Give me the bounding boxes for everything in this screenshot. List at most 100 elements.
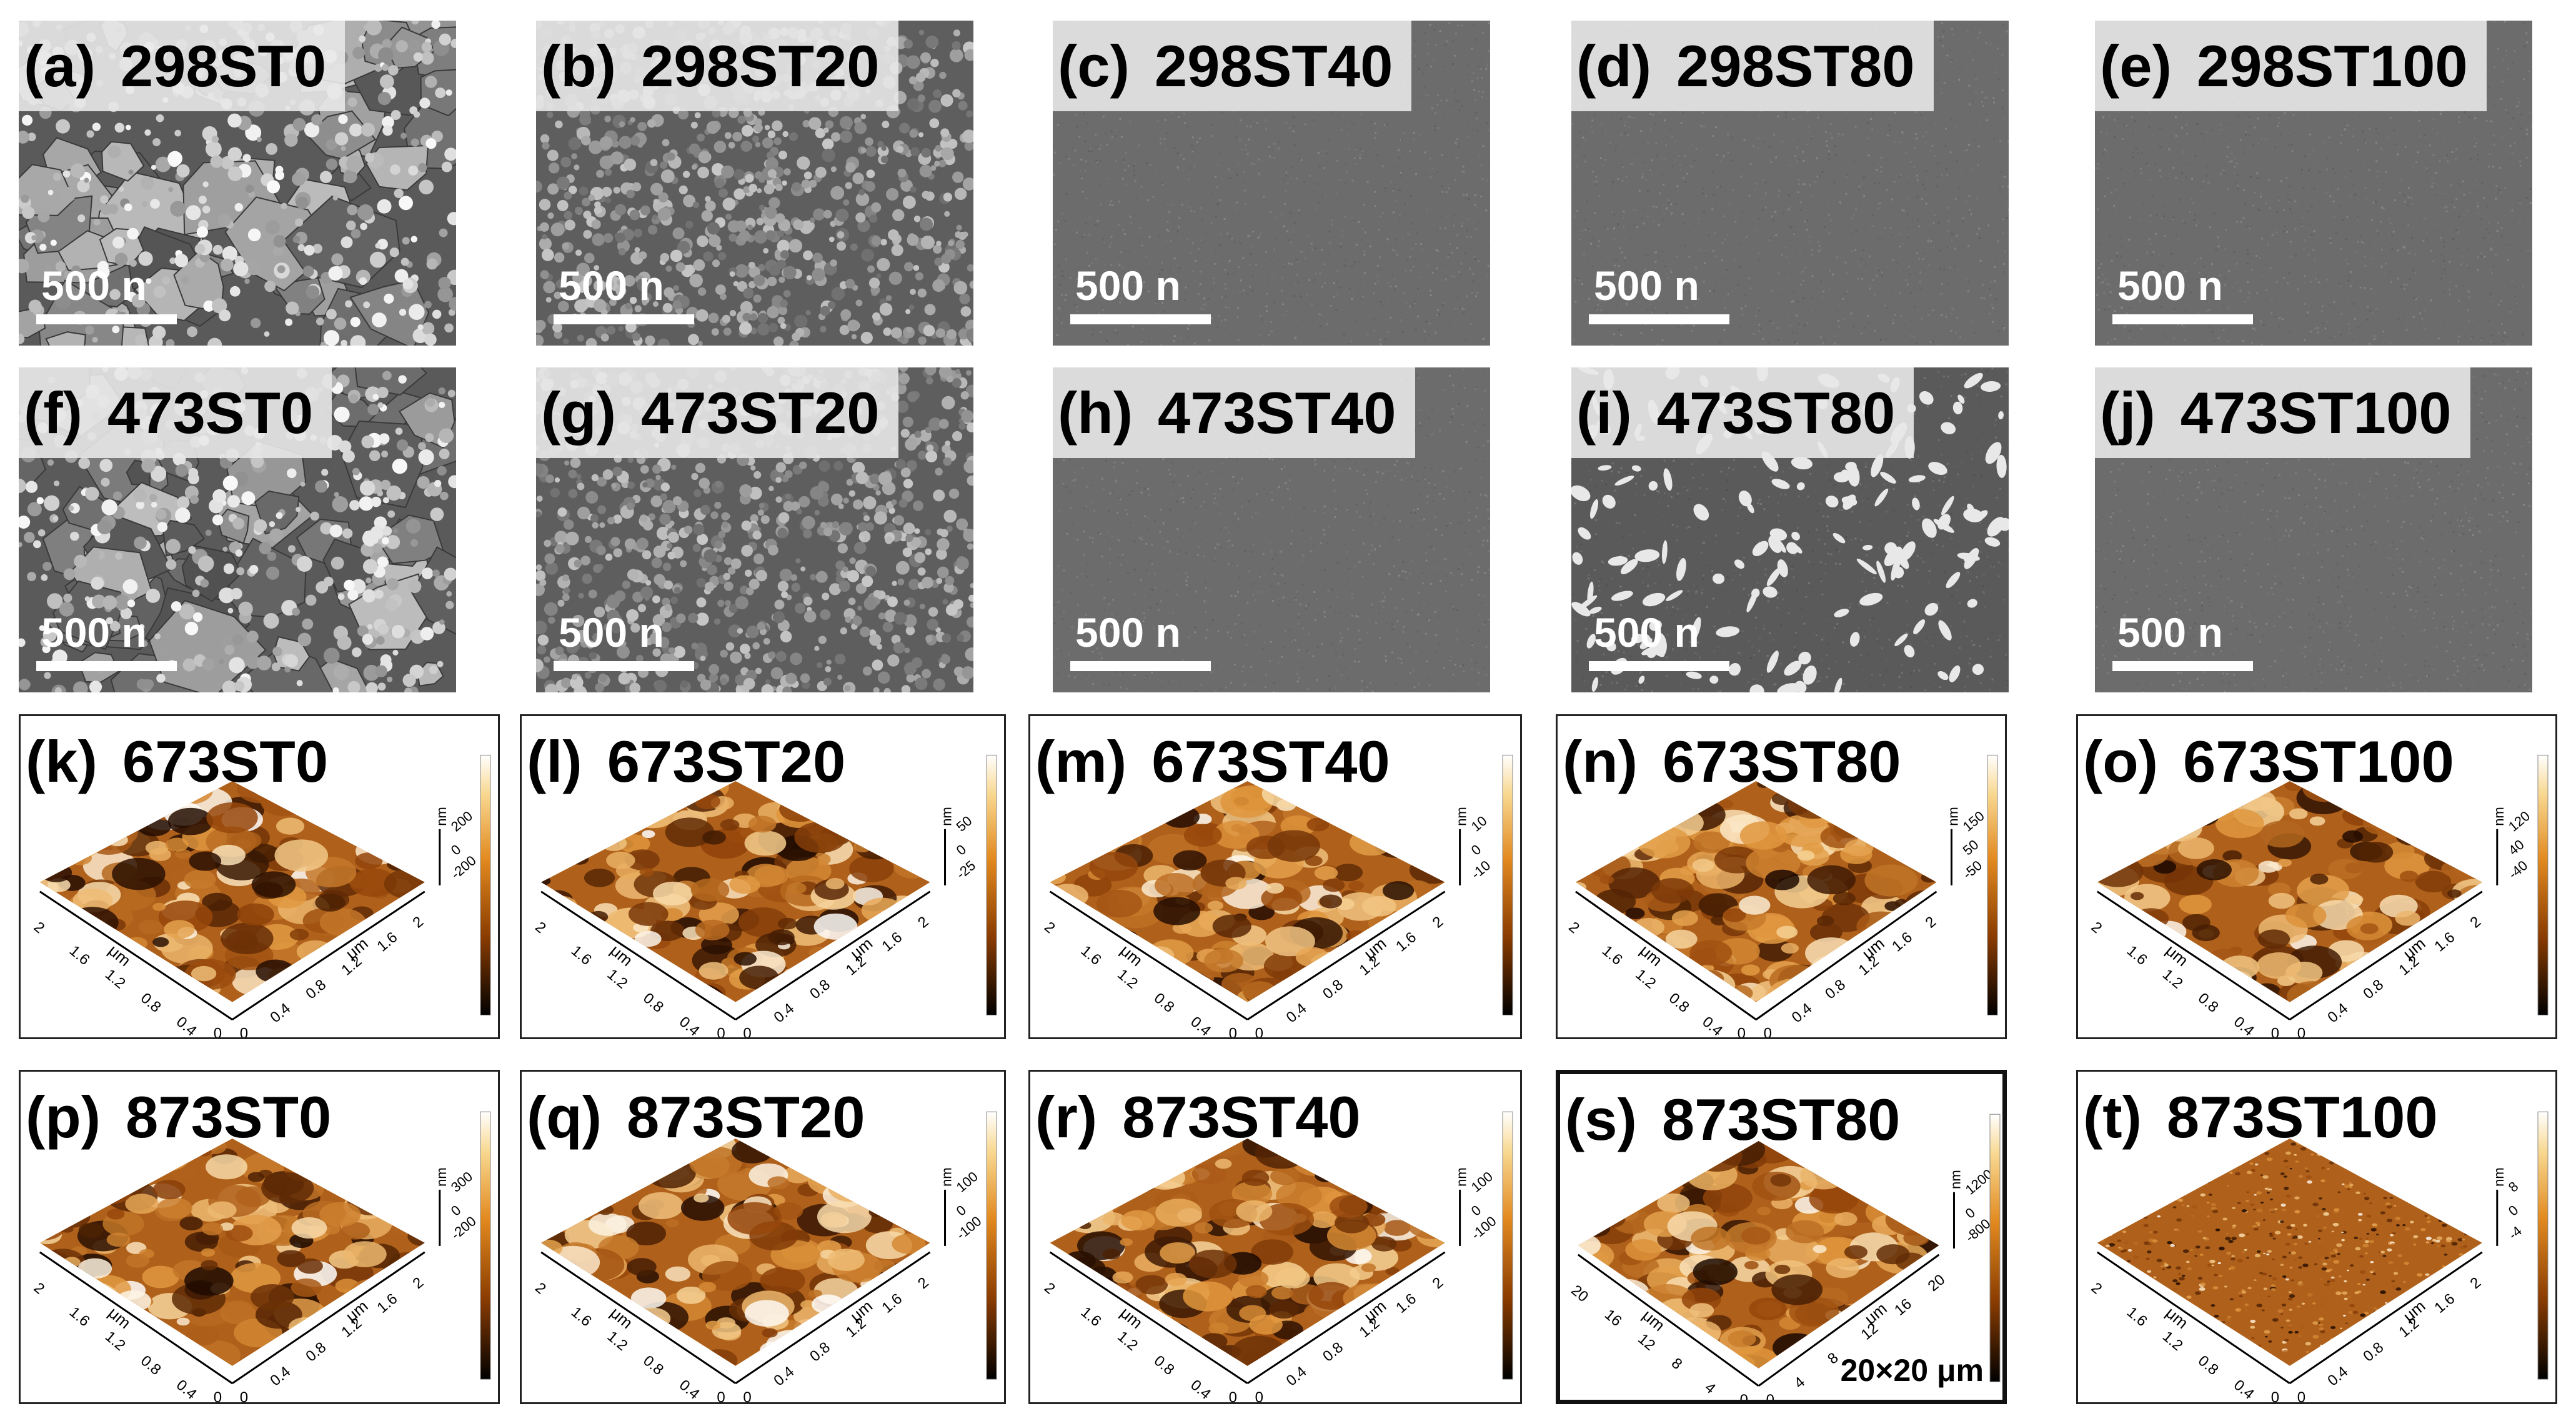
axis-line [2289, 890, 2483, 1020]
axis-tick-label: 1.6 [1889, 929, 1916, 955]
z-axis-unit: nm [434, 1167, 449, 1187]
color-scale-bar [2537, 754, 2549, 1015]
panel-label: (l) 673ST20 [522, 716, 864, 807]
axis-unit-label: μm [607, 941, 636, 970]
axis-unit-label: μm [105, 1304, 134, 1333]
scale-bar-line [36, 661, 177, 671]
panel-label-text: (p) 873ST0 [26, 1087, 331, 1147]
axis-tick-label: 2 [532, 919, 549, 937]
axis-unit-label: μm [1858, 934, 1887, 963]
panel-label-text: (m) 673ST40 [1035, 732, 1390, 791]
scale-bar: 500 n [36, 612, 199, 671]
panel-label-text: (s) 873ST80 [1565, 1090, 1900, 1149]
scale-bar-line [1589, 661, 1729, 671]
sem-image-panel: (c) 298ST40 500 n [1053, 21, 1490, 346]
axis-tick-label: 0.8 [640, 1352, 667, 1379]
axis-line [540, 890, 737, 1020]
axis-unit-label: μm [105, 941, 134, 970]
z-axis-tick: -50 [1960, 857, 1985, 882]
panel-label: (p) 873ST0 [21, 1072, 350, 1162]
axis-line [231, 1251, 425, 1385]
z-axis-tick: 0 [2505, 1202, 2521, 1219]
axis-tick-label: 0.4 [2230, 1014, 2257, 1039]
afm-image-panel: 0.4 0.4 0.8 0.8 1.2 1.2 1.6 1.6 2 2 0 0 μm μm nm 100 0 -1… [520, 1070, 1006, 1404]
axis-tick-label: 2 [409, 1274, 427, 1292]
axis-tick-label: 0.8 [2360, 1339, 2387, 1365]
afm-image-panel: 0.4 0.4 0.8 0.8 1.2 1.2 1.6 1.6 2 2 0 0 μm μm nm 200 0 -2… [19, 714, 500, 1039]
panel-label: (g) 473ST20 [536, 367, 898, 458]
afm-image-panel: 0.4 0.4 0.8 0.8 1.2 1.2 1.6 1.6 2 2 0 0 μm μm nm 50 0 -25… [520, 714, 1006, 1039]
panel-label: (h) 473ST40 [1053, 367, 1415, 458]
z-axis-unit: nm [434, 807, 449, 826]
scale-bar-label: 500 n [2117, 609, 2223, 656]
axis-tick-label: 1.6 [66, 1304, 93, 1330]
color-scale-bar [986, 1111, 997, 1380]
axis-tick-label: 0.8 [807, 1339, 833, 1365]
axis-line [540, 1251, 737, 1385]
panel-label: (d) 298ST80 [1571, 21, 1934, 111]
sample-name: 873ST20 [627, 1084, 865, 1150]
panel-label-text: (t) 873ST100 [2083, 1087, 2438, 1147]
axis-line [1575, 890, 1757, 1020]
axis-unit-label: μm [1116, 1304, 1146, 1333]
axis-line [735, 890, 931, 1020]
afm-3d-surface: 0.40.40.80.81.21.21.61.62 20 0μm μmnm2000-2… [31, 754, 491, 1039]
axis-tick-label: 2 [1565, 919, 1583, 937]
panel-letter: (o) [2083, 728, 2159, 794]
color-scale-bar [480, 1111, 491, 1380]
z-axis-unit: nm [1454, 1167, 1470, 1187]
z-axis-tick: 0 [1468, 842, 1484, 859]
axis-tick-label: 0.8 [1822, 976, 1849, 1002]
axis-tick-label: 0 [240, 1025, 248, 1039]
scale-bar-line [2112, 661, 2253, 671]
axis-line [2096, 1251, 2290, 1385]
sem-image-panel: (j) 473ST100 500 n [2095, 367, 2532, 692]
afm-3d-surface: 0.40.40.80.81.21.21.61.62 20 0μm μmnm1000-1… [532, 1111, 997, 1402]
axis-tick-label: 2 [2088, 919, 2106, 937]
axis-line [39, 890, 233, 1020]
afm-image-panel: 0.4 0.4 0.8 0.8 1.2 1.2 1.6 1.6 2 2 0 0 μm μm nm 8 0 -4 (t… [2076, 1070, 2557, 1404]
axis-tick-label: 0.8 [1151, 1352, 1178, 1379]
panel-label: (n) 673ST80 [1558, 716, 1920, 807]
panel-label-text: (n) 673ST80 [1563, 732, 1901, 791]
axis-tick-label: 1.2 [604, 966, 631, 992]
sem-image-panel: (f) 473ST0 500 n [19, 367, 456, 692]
z-axis-tick: -25 [953, 857, 978, 882]
axis-tick-label: 1.6 [374, 929, 400, 955]
axis-tick-label: 1.6 [568, 942, 595, 969]
axis-tick-label: 0 [2297, 1389, 2305, 1404]
scale-bar-line [2112, 314, 2253, 324]
axis-tick-label: 0 [1255, 1025, 1263, 1039]
axis-tick-label: 0.8 [137, 990, 164, 1016]
axis-unit-label: μm [2162, 941, 2192, 970]
scale-bar: 500 n [2112, 265, 2275, 324]
afm-image-panel: 0.4 0.4 0.8 0.8 1.2 1.2 1.6 1.6 2 2 0 0 μm μm nm 100 0 -1… [1028, 1070, 1522, 1404]
panel-letter: (c) [1058, 32, 1130, 99]
scan-size-label: 20×20 μm [1840, 1353, 1984, 1388]
panel-label-text: (k) 673ST0 [26, 732, 328, 791]
axis-tick-label: 2 [31, 919, 48, 937]
panel-label: (s) 873ST80 [1560, 1074, 1919, 1165]
axis-tick-label: 0.8 [2195, 1352, 2222, 1379]
panel-label: (i) 473ST80 [1571, 367, 1914, 458]
sample-name: 673ST100 [2183, 728, 2454, 794]
panel-letter: (n) [1563, 728, 1638, 794]
z-axis-tick: 0 [1962, 1205, 1978, 1222]
axis-tick-label: 2 [1922, 913, 1940, 931]
axis-tick-label: 20 [1925, 1271, 1949, 1295]
panel-label-text: (e) 298ST100 [2100, 36, 2468, 96]
axis-tick-label: 1.2 [1632, 966, 1659, 992]
axis-tick-label: 20 [1568, 1282, 1591, 1305]
scale-bar-label: 500 n [41, 609, 147, 656]
axis-tick-label: 1.2 [1114, 966, 1141, 992]
z-axis-tick: -40 [2505, 857, 2530, 882]
axis-tick-label: 1.6 [1393, 929, 1420, 955]
axis-tick-label: 0.8 [1666, 990, 1693, 1016]
color-scale-bar [480, 754, 491, 1015]
axis-tick-label: 0 [717, 1025, 725, 1039]
scale-bar: 500 n [36, 265, 199, 324]
scale-bar-line [36, 314, 177, 324]
sample-name: 473ST100 [2180, 379, 2452, 446]
